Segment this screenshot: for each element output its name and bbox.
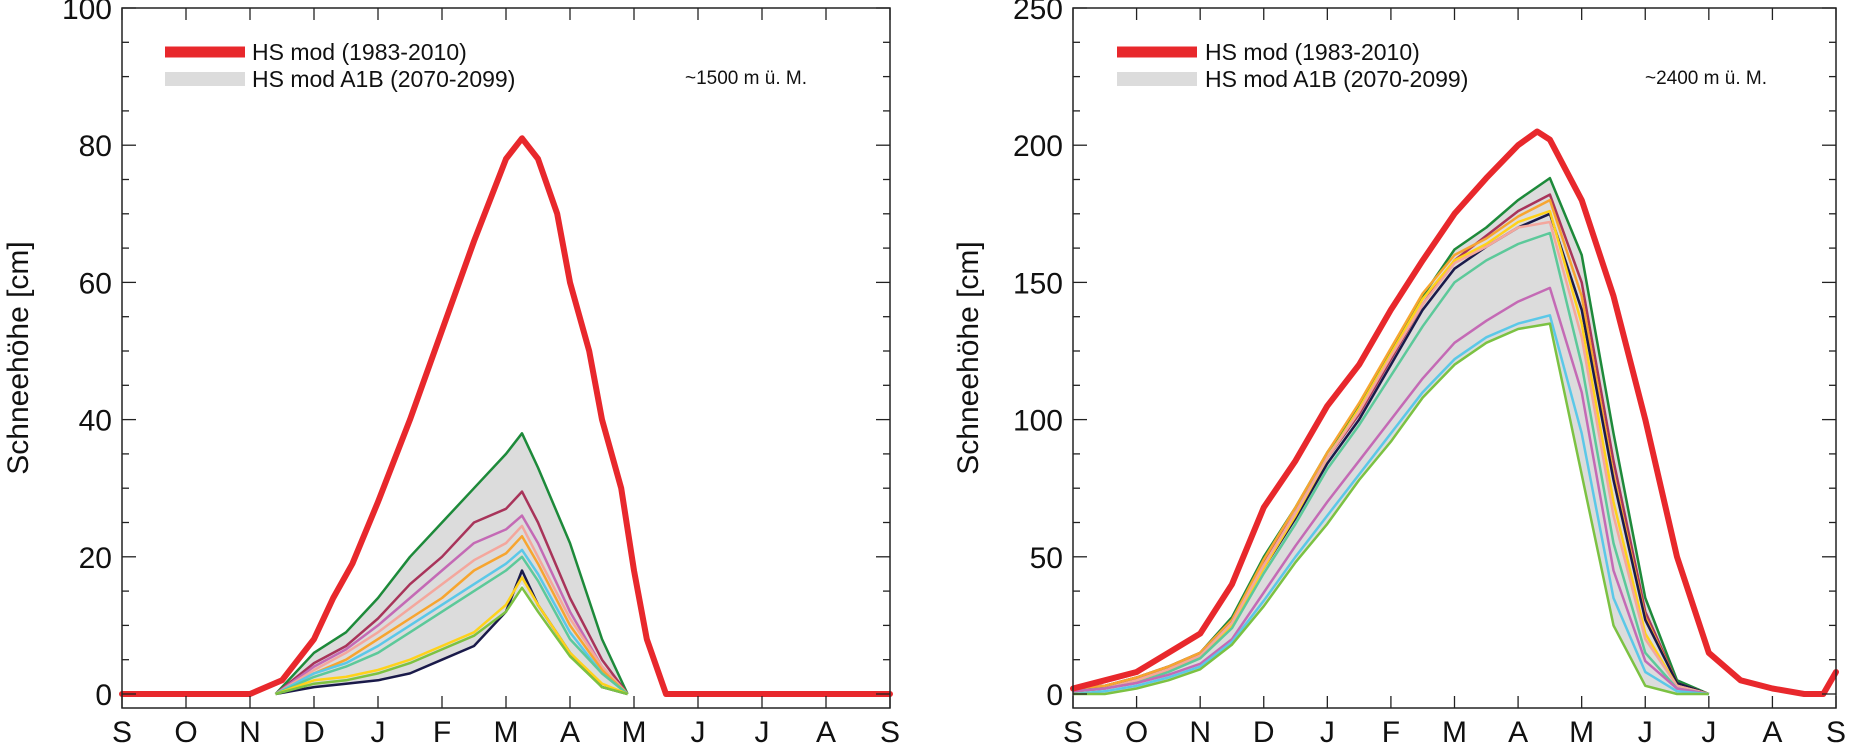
x-tick-label-right: O bbox=[1125, 716, 1148, 749]
chart-right: 0 50 100 150 200 250 S O N D J F M A M J J A S Schneehöhe … bbox=[952, 0, 1846, 749]
scenario-line-right-9 bbox=[1072, 314, 1709, 696]
y-tick-label-left: 60 bbox=[79, 267, 112, 300]
y-tick-label-right: 100 bbox=[1013, 405, 1063, 438]
scenario-line-left-10 bbox=[275, 586, 628, 696]
x-tick-label-left: M bbox=[622, 716, 647, 749]
y-tick-label-left: 40 bbox=[79, 405, 112, 438]
scenario-line-left-5 bbox=[275, 534, 629, 696]
x-tick-label-left: J bbox=[755, 716, 770, 749]
y-tick-label-left: 100 bbox=[62, 0, 112, 26]
legend-label-band-left: HS mod A1B (2070-2099) bbox=[252, 66, 515, 92]
legend-swatch-band-left bbox=[165, 72, 245, 86]
ticks-right: 0 50 100 150 200 250 S O N D J F M A M J J A S bbox=[1013, 0, 1846, 749]
x-tick-label-right: N bbox=[1189, 716, 1211, 749]
y-axis-title-right: Schneehöhe [cm] bbox=[952, 241, 985, 474]
legend-label-reference-right: HS mod (1983-2010) bbox=[1205, 39, 1420, 65]
y-tick-label-left: 20 bbox=[79, 542, 112, 575]
x-tick-label-right: D bbox=[1253, 716, 1275, 749]
scenario-line-right-6 bbox=[1072, 220, 1710, 696]
scenario-line-right-8 bbox=[1072, 286, 1710, 696]
x-tick-label-right: S bbox=[1826, 716, 1846, 749]
x-tick-label-left: A bbox=[816, 716, 836, 749]
series-layer-right bbox=[1070, 128, 1839, 697]
x-tick-label-left: F bbox=[433, 716, 451, 749]
x-tick-label-left: J bbox=[691, 716, 706, 749]
ticks-left: 0 20 40 60 80 100 S O N D J F M A M J J A S bbox=[62, 0, 900, 749]
x-tick-label-right: M bbox=[1569, 716, 1594, 749]
y-tick-label-right: 150 bbox=[1013, 267, 1063, 300]
x-tick-label-right: F bbox=[1382, 716, 1400, 749]
scenario-band-right bbox=[1073, 178, 1709, 695]
y-tick-label-right: 250 bbox=[1013, 0, 1063, 26]
x-tick-label-left: N bbox=[239, 716, 261, 749]
scenario-line-right-3 bbox=[1072, 198, 1710, 696]
y-tick-label-right: 50 bbox=[1030, 542, 1063, 575]
legend-swatch-band-right bbox=[1117, 72, 1197, 86]
x-tick-label-right: A bbox=[1762, 716, 1782, 749]
x-tick-label-left: S bbox=[112, 716, 132, 749]
scenario-line-left-9 bbox=[275, 576, 629, 696]
x-tick-label-right: S bbox=[1063, 716, 1083, 749]
x-tick-label-right: J bbox=[1638, 716, 1653, 749]
reference-line-left bbox=[119, 135, 893, 697]
scenario-line-left-1 bbox=[274, 432, 629, 695]
x-tick-label-left: S bbox=[880, 716, 900, 749]
x-tick-label-left: M bbox=[494, 716, 519, 749]
reference-line-right bbox=[1070, 128, 1839, 697]
elevation-annotation-left: ~1500 m ü. M. bbox=[685, 68, 807, 89]
x-tick-label-right: A bbox=[1508, 716, 1528, 749]
elevation-annotation-right: ~2400 m ü. M. bbox=[1645, 68, 1767, 89]
scenario-line-left-2 bbox=[274, 490, 629, 695]
scenario-line-left-7 bbox=[275, 555, 629, 696]
series-layer-left bbox=[119, 135, 893, 697]
scenario-line-right-7 bbox=[1072, 231, 1710, 696]
x-tick-label-left: D bbox=[303, 716, 325, 749]
y-tick-label-right: 0 bbox=[1046, 679, 1063, 712]
y-axis-title-left: Schneehöhe [cm] bbox=[2, 241, 35, 474]
x-tick-label-right: J bbox=[1701, 716, 1716, 749]
y-tick-label-right: 200 bbox=[1013, 130, 1063, 163]
scenario-line-left-3 bbox=[274, 514, 629, 696]
chart-left: 0 20 40 60 80 100 S O N D J F M A M J J A S Schneehöhe [cm… bbox=[2, 0, 900, 749]
scenario-line-right-10 bbox=[1073, 322, 1709, 696]
x-tick-label-right: M bbox=[1442, 716, 1467, 749]
legend-left: HS mod (1983-2010) HS mod A1B (2070-2099… bbox=[165, 39, 515, 92]
legend-right: HS mod (1983-2010) HS mod A1B (2070-2099… bbox=[1117, 39, 1468, 92]
y-tick-label-left: 0 bbox=[95, 679, 112, 712]
x-tick-label-left: J bbox=[371, 716, 386, 749]
legend-label-band-right: HS mod A1B (2070-2099) bbox=[1205, 66, 1468, 92]
scenario-line-left-4 bbox=[274, 524, 629, 696]
legend-label-reference-left: HS mod (1983-2010) bbox=[252, 39, 467, 65]
x-tick-label-right: J bbox=[1320, 716, 1335, 749]
x-tick-label-left: A bbox=[560, 716, 580, 749]
x-tick-label-left: O bbox=[174, 716, 197, 749]
y-tick-label-left: 80 bbox=[79, 130, 112, 163]
scenario-line-left-6 bbox=[275, 548, 629, 696]
